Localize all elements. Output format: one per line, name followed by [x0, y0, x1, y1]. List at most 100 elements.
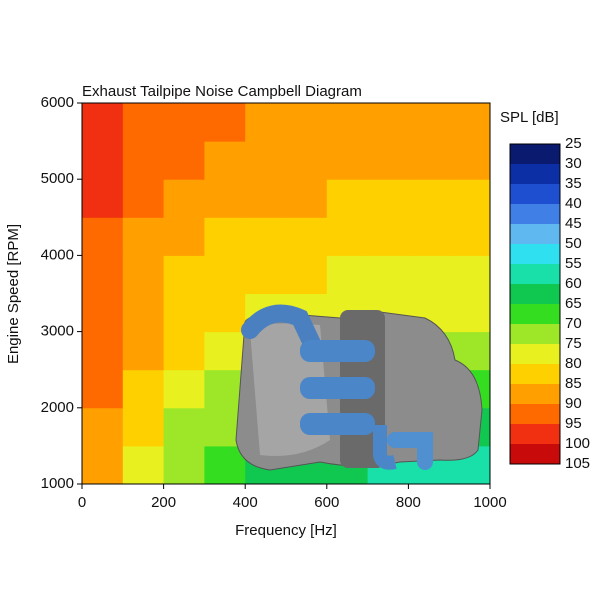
heat-cell: [82, 293, 124, 333]
heat-cell: [122, 407, 165, 447]
colorbar-band: [510, 384, 560, 405]
colorbar-band: [510, 444, 560, 465]
colorbar-band: [510, 144, 560, 165]
heat-cell: [449, 141, 491, 180]
colorbar-tick-label: 50: [565, 235, 582, 252]
heat-cell: [326, 141, 369, 180]
heat-cell: [367, 179, 409, 218]
y-tick-label: 6000: [41, 94, 74, 111]
heat-cell: [449, 179, 491, 218]
colorbar-band: [510, 244, 560, 265]
heat-cell: [163, 179, 205, 218]
colorbar-tick-label: 75: [565, 335, 582, 352]
heat-cell: [204, 445, 246, 485]
heat-cell: [449, 103, 491, 142]
colorbar-tick-label: 35: [565, 175, 582, 192]
heat-cell: [408, 217, 450, 256]
colorbar-band: [510, 284, 560, 305]
colorbar-band: [510, 364, 560, 385]
heat-cell: [122, 445, 165, 485]
heat-cell: [82, 407, 124, 447]
colorbar-band: [510, 304, 560, 325]
x-tick-label: 600: [314, 494, 339, 511]
heat-cell: [82, 255, 124, 294]
colorbar-tick-label: 70: [565, 315, 582, 332]
heat-cell: [449, 217, 491, 256]
colorbar-band: [510, 324, 560, 345]
heat-cell: [163, 293, 205, 333]
heat-cell: [204, 217, 246, 256]
heat-cell: [367, 255, 409, 294]
muffler-image: [235, 304, 483, 471]
colorbar-band: [510, 264, 560, 285]
heat-cell: [326, 179, 369, 218]
heat-cell: [163, 255, 205, 294]
y-tick-label: 2000: [41, 399, 74, 416]
heat-cell: [286, 217, 328, 256]
heat-cell: [163, 141, 205, 180]
colorbar-band: [510, 224, 560, 245]
y-tick-label: 5000: [41, 170, 74, 187]
heat-cell: [449, 293, 491, 333]
heat-cell: [122, 141, 165, 180]
colorbar-tick-label: 90: [565, 395, 582, 412]
heat-cell: [204, 103, 246, 142]
heat-cell: [163, 369, 205, 409]
colorbar-tick-label: 80: [565, 355, 582, 372]
heat-cell: [82, 179, 124, 218]
colorbar-tick-label: 100: [565, 435, 590, 452]
heat-cell: [286, 141, 328, 180]
colorbar-band: [510, 404, 560, 425]
heat-cell: [82, 103, 124, 142]
heat-cell: [122, 369, 165, 409]
heat-cell: [163, 103, 205, 142]
heat-cell: [367, 217, 409, 256]
colorbar-tick-label: 55: [565, 255, 582, 272]
colorbar-label: SPL [dB]: [500, 109, 559, 126]
heat-cell: [245, 255, 287, 294]
colorbar-tick-label: 40: [565, 195, 582, 212]
y-tick-label: 1000: [41, 475, 74, 492]
heat-cell: [286, 103, 328, 142]
heat-cell: [326, 217, 369, 256]
heat-cell: [326, 255, 369, 294]
x-axis-label: Frequency [Hz]: [235, 522, 337, 539]
heat-cell: [122, 331, 165, 371]
heat-cell: [408, 255, 450, 294]
axes: 0 200 400 600 800 1000 1000 2000 3000 4000 5000 600…: [41, 94, 590, 511]
y-tick-label: 3000: [41, 323, 74, 340]
heat-cell: [122, 103, 165, 142]
heat-cell: [82, 369, 124, 409]
heat-cell: [204, 293, 246, 333]
heat-cell: [204, 179, 246, 218]
colorbar-tick-label: 95: [565, 415, 582, 432]
heat-cell: [408, 141, 450, 180]
heat-cell: [163, 331, 205, 371]
heat-cell: [163, 445, 205, 485]
x-tick-label: 800: [396, 494, 421, 511]
heat-cell: [245, 179, 287, 218]
heat-cell: [122, 217, 165, 256]
heat-cell: [286, 179, 328, 218]
colorbar-tick-label: 60: [565, 275, 582, 292]
heat-cell: [204, 141, 246, 180]
heat-cell: [326, 103, 369, 142]
colorbar-tick-label: 45: [565, 215, 582, 232]
heat-cell: [367, 141, 409, 180]
heat-cell: [82, 445, 124, 485]
heat-cell: [245, 217, 287, 256]
plot-frame: [81, 102, 491, 485]
heat-cell: [204, 331, 246, 371]
heat-cell: [122, 179, 165, 218]
heat-cell: [245, 141, 287, 180]
colorbar-frame: [509, 143, 561, 465]
x-tick-label: 400: [233, 494, 258, 511]
heat-cell: [408, 103, 450, 142]
heat-cell: [245, 103, 287, 142]
heat-cell: [82, 141, 124, 180]
heat-cell: [204, 255, 246, 294]
chart-title: Exhaust Tailpipe Noise Campbell Diagram: [82, 83, 362, 100]
colorbar-band: [510, 184, 560, 205]
colorbar-band: [510, 424, 560, 445]
